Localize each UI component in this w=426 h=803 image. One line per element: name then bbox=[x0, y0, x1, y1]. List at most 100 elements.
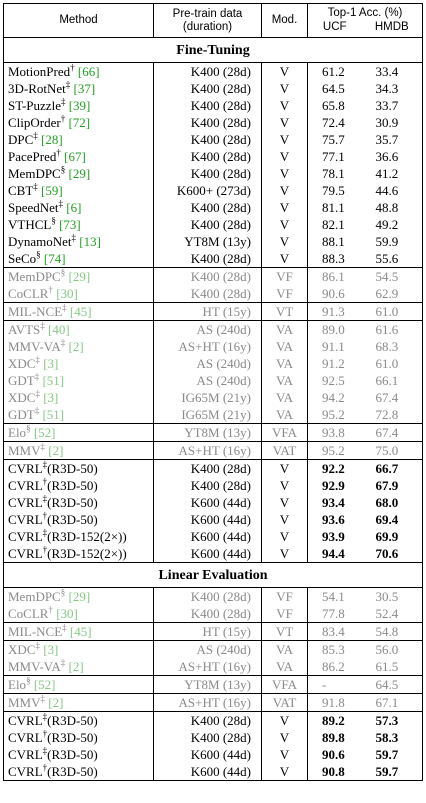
method-cell: CVRL‡(R3D-50) bbox=[3, 494, 154, 511]
table-header: Method Pre-train data (duration) Mod. Top… bbox=[3, 3, 423, 38]
method-mark: ‡ bbox=[58, 199, 64, 209]
hmdb-accuracy: 67.4 bbox=[361, 423, 423, 442]
modality: V bbox=[261, 114, 308, 131]
results-table: Method Pre-train data (duration) Mod. Top… bbox=[3, 3, 423, 781]
method-cell: MotionPred† [66] bbox=[3, 62, 154, 80]
pretrain-data: K600 (44d) bbox=[153, 511, 262, 528]
hmdb-accuracy: 33.4 bbox=[361, 62, 423, 80]
citation: [45] bbox=[69, 304, 92, 319]
method-backbone: (R3D-50) bbox=[47, 730, 98, 745]
citation: [39] bbox=[68, 98, 91, 113]
method-mark: ‡ bbox=[35, 355, 40, 365]
method-name: CVRL bbox=[8, 478, 43, 493]
citation: [37] bbox=[73, 81, 96, 96]
ucf-accuracy: 95.2 bbox=[322, 407, 345, 422]
citation: [2] bbox=[68, 339, 84, 354]
modality: VA bbox=[261, 372, 308, 389]
citation: [51] bbox=[42, 407, 65, 422]
method-cell: XDC‡ [3] bbox=[3, 389, 154, 406]
method-mark: ‡ bbox=[33, 131, 38, 141]
header-pretrain-line: (duration) bbox=[182, 20, 233, 33]
ucf-accuracy: 92.9 bbox=[322, 478, 345, 493]
header-pretrain: Pre-train data (duration) bbox=[153, 3, 262, 38]
method-name: CVRL bbox=[8, 461, 43, 476]
method-mark: † bbox=[48, 285, 53, 295]
method-name: GDT bbox=[8, 373, 35, 388]
method-cell: DynamoNet‡ [13] bbox=[3, 233, 154, 250]
citation: [74] bbox=[43, 251, 66, 266]
method-backbone: (R3D-152(2×)) bbox=[47, 529, 127, 544]
section-row: Linear Evaluation bbox=[3, 562, 423, 588]
method-name: MemDPC bbox=[8, 269, 61, 284]
method-cell: AVTS‡ [40] bbox=[3, 320, 154, 338]
method-cell: CVRL†(R3D-50) bbox=[3, 729, 154, 746]
pretrain-data: AS (240d) bbox=[153, 320, 262, 338]
modality: VF bbox=[261, 285, 308, 303]
modality: V bbox=[261, 131, 308, 148]
modality: V bbox=[261, 62, 308, 80]
method-mark: ‡ bbox=[40, 441, 46, 452]
method-name: DynamoNet bbox=[8, 234, 72, 249]
pretrain-data: K400 (28d) bbox=[153, 97, 262, 114]
pretrain-data: AS (240d) bbox=[153, 640, 262, 658]
method-mark: § bbox=[36, 250, 41, 260]
hmdb-accuracy: 33.7 bbox=[361, 97, 423, 114]
method-name: CVRL bbox=[8, 529, 43, 544]
method-mark: ‡ bbox=[60, 338, 66, 348]
modality: VF bbox=[261, 267, 308, 285]
method-mark: ‡ bbox=[42, 494, 48, 504]
section-row: Fine-Tuning bbox=[3, 37, 423, 63]
pretrain-data: K400 (28d) bbox=[153, 477, 262, 494]
pretrain-data: AS (240d) bbox=[153, 372, 262, 389]
pretrain-data: K600 (44d) bbox=[153, 528, 262, 545]
pretrain-data: K400 (28d) bbox=[153, 148, 262, 165]
header-pretrain-line: Pre-train data bbox=[172, 7, 243, 20]
method-mark: § bbox=[51, 216, 56, 226]
table-row: MemDPC§ [29] K400 (28d) VF 86.1 54.5 bbox=[3, 267, 423, 285]
method-name: MMV bbox=[8, 443, 41, 458]
pretrain-data: IG65M (21y) bbox=[153, 389, 262, 406]
hmdb-accuracy: 70.6 bbox=[361, 545, 423, 563]
ucf-accuracy: 91.2 bbox=[322, 356, 345, 371]
modality: V bbox=[261, 148, 308, 165]
method-cell: SeCo§ [74] bbox=[3, 250, 154, 268]
ucf-accuracy: 85.3 bbox=[307, 640, 362, 658]
hmdb-accuracy: 67.4 bbox=[361, 389, 423, 406]
method-cell: MMV‡ [2] bbox=[3, 693, 154, 712]
method-backbone: (R3D-50) bbox=[47, 713, 98, 728]
method-cell: CoCLR† [30] bbox=[3, 285, 154, 303]
table-row: CBT‡ [59] K600+ (273d) V 79.5 44.6 bbox=[3, 182, 423, 199]
method-name: MemDPC bbox=[8, 166, 61, 181]
pretrain-data: K400 (28d) bbox=[153, 62, 262, 80]
citation: [29] bbox=[68, 269, 91, 284]
hmdb-accuracy: 61.0 bbox=[361, 302, 423, 321]
modality: V bbox=[261, 763, 308, 781]
method-cell: ST-Puzzle‡ [39] bbox=[3, 97, 154, 114]
method-cell: CVRL†(R3D-50) bbox=[3, 511, 154, 528]
ucf-accuracy: 61.2 bbox=[307, 62, 362, 80]
method-name: VTHCL bbox=[8, 217, 52, 232]
pretrain-data: AS (240d) bbox=[153, 355, 262, 372]
citation: [40] bbox=[48, 322, 70, 337]
pretrain-data: K400 (28d) bbox=[153, 250, 262, 268]
pretrain-data: AS+HT (16y) bbox=[153, 658, 262, 676]
table-row: MemDPC§ [29] K400 (28d) VF 54.1 30.5 bbox=[3, 587, 423, 605]
method-mark: † bbox=[48, 605, 53, 615]
method-name: 3D-RotNet bbox=[8, 81, 66, 96]
pretrain-data: K400 (28d) bbox=[153, 285, 262, 303]
citation: [2] bbox=[48, 695, 64, 710]
ucf-accuracy: 72.4 bbox=[322, 115, 345, 130]
method-mark: ‡ bbox=[42, 459, 48, 470]
method-mark: § bbox=[26, 423, 31, 434]
method-backbone: (R3D-50) bbox=[47, 478, 98, 493]
table-body: Fine-Tuning MotionPred† [66] K400 (28d) V 61… bbox=[3, 37, 423, 781]
method-name: MMV-VA bbox=[8, 339, 61, 354]
ucf-accuracy: 93.9 bbox=[322, 529, 345, 544]
ucf-accuracy: 92.2 bbox=[307, 459, 362, 477]
method-backbone: (R3D-50) bbox=[47, 764, 98, 779]
citation: [3] bbox=[43, 390, 59, 405]
modality: VA bbox=[261, 389, 308, 406]
method-cell: MemDPC§ [29] bbox=[3, 587, 154, 605]
method-mark: § bbox=[60, 267, 66, 278]
method-cell: 3D-RotNet‡ [37] bbox=[3, 80, 154, 97]
